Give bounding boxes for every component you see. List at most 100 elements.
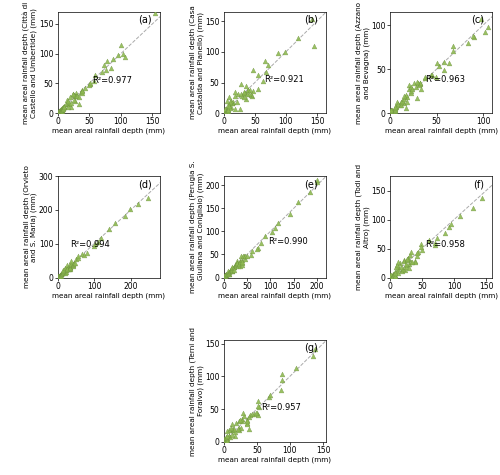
Point: [63, 261, 71, 269]
Point: [392, 264, 400, 271]
Point: [222, 438, 230, 446]
Point: [278, 376, 286, 384]
Point: [67, 99, 75, 106]
Point: [57, 270, 65, 277]
Point: [446, 223, 454, 230]
Point: [243, 417, 251, 424]
Point: [262, 68, 270, 76]
Point: [64, 265, 72, 273]
Point: [220, 273, 228, 281]
Point: [60, 104, 68, 112]
Text: (d): (d): [138, 179, 152, 189]
Point: [66, 265, 74, 273]
Point: [220, 437, 228, 445]
Point: [311, 345, 319, 353]
Point: [408, 84, 416, 91]
Point: [55, 273, 63, 280]
Point: [220, 274, 228, 281]
Point: [58, 104, 66, 112]
Point: [238, 261, 246, 269]
Point: [230, 263, 238, 271]
Point: [72, 255, 80, 263]
Point: [236, 262, 244, 270]
Text: (g): (g): [304, 343, 318, 353]
Point: [126, 205, 134, 213]
Point: [72, 92, 80, 100]
Point: [391, 273, 399, 280]
Point: [59, 266, 67, 274]
Point: [56, 108, 64, 116]
Point: [220, 273, 228, 280]
Point: [56, 106, 64, 114]
Point: [390, 105, 398, 113]
Point: [274, 49, 282, 57]
Point: [62, 100, 70, 108]
Point: [62, 266, 70, 274]
Point: [56, 106, 64, 114]
Point: [114, 51, 122, 58]
Point: [254, 85, 262, 93]
X-axis label: mean areal rainfall depth (mm): mean areal rainfall depth (mm): [218, 128, 332, 134]
Point: [58, 269, 66, 277]
Point: [428, 71, 436, 78]
Point: [60, 266, 68, 274]
Point: [448, 42, 456, 50]
Point: [393, 267, 401, 275]
Point: [226, 102, 234, 110]
Point: [402, 266, 409, 274]
Point: [386, 274, 394, 281]
Point: [54, 273, 62, 281]
Point: [224, 270, 232, 278]
Point: [220, 109, 228, 116]
Point: [83, 249, 91, 256]
Point: [220, 273, 228, 280]
Point: [247, 91, 255, 99]
Point: [244, 90, 252, 97]
Point: [64, 97, 72, 104]
Point: [60, 102, 68, 109]
Point: [66, 260, 74, 267]
Point: [432, 73, 440, 80]
Point: [226, 427, 234, 434]
Point: [228, 426, 235, 434]
Point: [224, 109, 232, 116]
Point: [386, 109, 394, 116]
Point: [64, 100, 72, 107]
Point: [386, 109, 394, 117]
Text: R²=0.977: R²=0.977: [92, 76, 132, 85]
Point: [406, 264, 413, 272]
Point: [222, 105, 230, 113]
Point: [402, 261, 410, 268]
Point: [221, 436, 229, 444]
Y-axis label: mean areal rainfall depth (Todi and
Altro) (mm): mean areal rainfall depth (Todi and Altr…: [356, 164, 370, 290]
Text: R²=0.994: R²=0.994: [70, 240, 110, 249]
Point: [67, 260, 75, 268]
Point: [445, 59, 453, 67]
Point: [243, 91, 251, 98]
Point: [144, 194, 152, 201]
Point: [234, 259, 241, 267]
Point: [390, 271, 398, 278]
Point: [403, 256, 411, 264]
Point: [238, 409, 246, 417]
Point: [70, 259, 78, 266]
Point: [223, 97, 231, 104]
Point: [230, 426, 237, 434]
Point: [484, 23, 492, 31]
Point: [406, 249, 414, 256]
Point: [396, 259, 404, 267]
Point: [398, 97, 406, 105]
Point: [64, 265, 72, 273]
Point: [221, 108, 229, 115]
Point: [430, 239, 438, 247]
Point: [55, 109, 63, 116]
Point: [236, 105, 244, 113]
Point: [223, 270, 231, 277]
Point: [228, 420, 235, 428]
Point: [222, 270, 230, 278]
Point: [58, 105, 66, 113]
Point: [224, 432, 232, 439]
Point: [78, 87, 86, 95]
Point: [100, 62, 108, 69]
Point: [232, 261, 240, 269]
